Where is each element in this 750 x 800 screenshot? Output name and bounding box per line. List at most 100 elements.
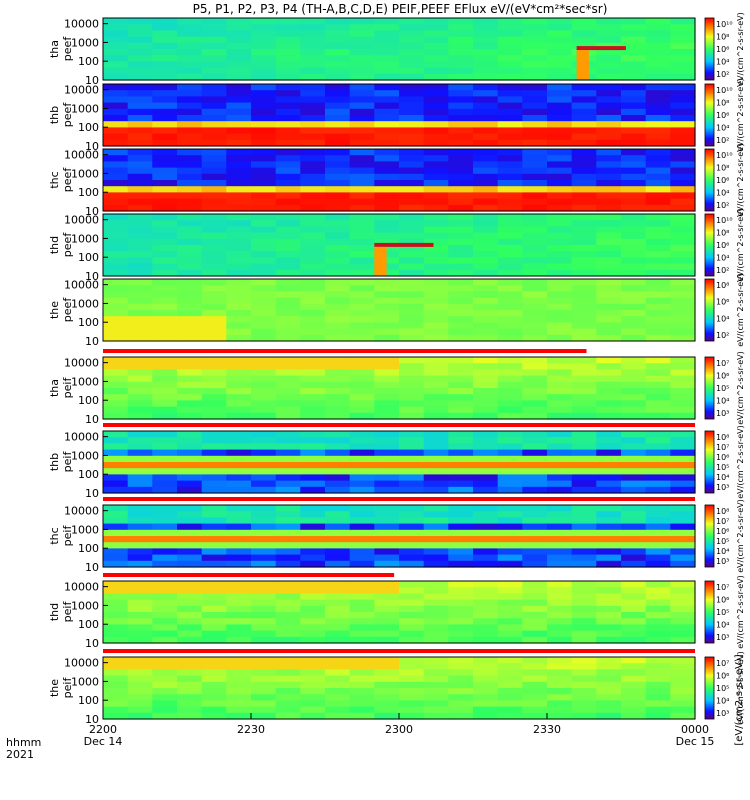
heatmap-cell bbox=[177, 198, 203, 206]
heatmap-cell bbox=[399, 161, 425, 169]
heatmap-cell bbox=[275, 96, 301, 104]
heatmap-cell bbox=[571, 180, 597, 187]
heatmap-cell bbox=[621, 186, 647, 193]
heatmap-cell bbox=[226, 529, 252, 537]
heatmap-cell bbox=[645, 30, 671, 38]
heatmap-cell bbox=[325, 303, 351, 311]
y-tick-label: 1000 bbox=[71, 449, 99, 462]
heatmap-cell bbox=[226, 24, 252, 31]
heatmap-cell bbox=[473, 257, 499, 265]
heatmap-cell bbox=[127, 486, 153, 494]
colorbar-tick-label: 10² bbox=[716, 331, 729, 340]
heatmap-cell bbox=[152, 443, 178, 451]
heatmap-cell bbox=[177, 291, 203, 299]
panel-frame bbox=[102, 504, 696, 568]
heatmap-cell bbox=[522, 593, 548, 601]
colorbar-unit-label: eV/(cm^2-s-sr-eV) bbox=[736, 12, 745, 85]
heatmap-cell bbox=[497, 663, 523, 670]
heatmap-cell bbox=[325, 388, 351, 395]
heatmap-cell bbox=[448, 192, 474, 200]
heatmap-cell bbox=[473, 121, 499, 128]
heatmap-cell bbox=[621, 49, 647, 56]
heatmap-cell bbox=[374, 375, 400, 383]
heatmap-cell bbox=[571, 127, 597, 135]
heatmap-cell bbox=[399, 542, 425, 549]
heatmap-cell bbox=[349, 517, 375, 525]
heatmap-cell bbox=[571, 155, 597, 162]
heatmap-cell bbox=[473, 581, 499, 588]
panel-ylabel: the bbox=[48, 301, 61, 319]
heatmap-cell bbox=[547, 548, 573, 556]
heatmap-cell bbox=[127, 474, 153, 482]
heatmap-cell bbox=[374, 437, 400, 444]
heatmap-cell bbox=[596, 96, 622, 104]
heatmap-cell bbox=[300, 394, 326, 401]
heatmap-cell bbox=[423, 73, 449, 81]
heatmap-cell bbox=[399, 257, 425, 265]
heatmap-cell bbox=[152, 245, 178, 252]
heatmap-cell bbox=[374, 49, 400, 56]
heatmap-cell bbox=[349, 115, 375, 122]
heatmap-cell bbox=[226, 706, 252, 714]
heatmap-cell bbox=[152, 455, 178, 463]
heatmap-cell bbox=[226, 73, 252, 81]
heatmap-cell bbox=[103, 381, 129, 389]
heatmap-cell bbox=[571, 400, 597, 408]
heatmap-cell bbox=[473, 186, 499, 193]
heatmap-cell bbox=[127, 257, 153, 265]
heatmap-cell bbox=[177, 263, 203, 271]
heatmap-cell bbox=[374, 36, 400, 44]
heatmap-cell bbox=[226, 612, 252, 619]
heatmap-cell bbox=[152, 127, 178, 135]
heatmap-cell bbox=[201, 694, 227, 701]
heatmap-cell bbox=[473, 706, 499, 714]
heatmap-cell bbox=[596, 388, 622, 395]
heatmap-cell bbox=[645, 437, 671, 444]
heatmap-cell bbox=[399, 599, 425, 607]
heatmap-cell bbox=[201, 542, 227, 549]
heatmap-cell bbox=[152, 102, 178, 110]
heatmap-cell bbox=[423, 251, 449, 258]
heatmap-cell bbox=[571, 486, 597, 494]
heatmap-cell bbox=[103, 548, 129, 556]
heatmap-cell bbox=[670, 474, 696, 482]
heatmap-cell bbox=[325, 161, 351, 169]
heatmap-cell bbox=[226, 548, 252, 556]
heatmap-cell bbox=[621, 712, 647, 720]
heatmap-cell bbox=[251, 322, 277, 330]
heatmap-cell bbox=[497, 700, 523, 708]
heatmap-cell bbox=[127, 269, 153, 277]
heatmap-cell bbox=[300, 291, 326, 299]
heatmap-cell bbox=[374, 394, 400, 401]
heatmap-cell bbox=[103, 269, 129, 277]
heatmap-cell bbox=[226, 42, 252, 50]
heatmap-cell bbox=[201, 599, 227, 607]
heatmap-cell bbox=[374, 180, 400, 187]
red-stripe bbox=[576, 46, 626, 51]
heatmap-cell bbox=[473, 173, 499, 181]
heatmap-cell bbox=[201, 581, 227, 588]
heatmap-cell bbox=[103, 55, 129, 62]
heatmap-cell bbox=[103, 115, 129, 122]
mode-bar bbox=[103, 497, 695, 501]
heatmap-cell bbox=[226, 291, 252, 299]
heatmap-cell bbox=[571, 624, 597, 632]
heatmap-cell bbox=[473, 381, 499, 389]
heatmap-cell bbox=[497, 375, 523, 383]
heatmap-cell bbox=[571, 291, 597, 299]
heatmap-cell bbox=[547, 328, 573, 336]
colorbar-tick-label: 10⁸ bbox=[716, 99, 729, 108]
heatmap-cell bbox=[103, 73, 129, 81]
heatmap-cell bbox=[670, 115, 696, 122]
heatmap-cell bbox=[448, 155, 474, 162]
heatmap-cell bbox=[177, 706, 203, 714]
heatmap-cell bbox=[152, 712, 178, 720]
heatmap-cell bbox=[473, 517, 499, 525]
heatmap-cell bbox=[226, 192, 252, 200]
heatmap-cell bbox=[645, 297, 671, 305]
heatmap-cell bbox=[177, 232, 203, 240]
heatmap-cell bbox=[374, 581, 400, 588]
heatmap-cell bbox=[374, 279, 400, 286]
heatmap-cell bbox=[325, 167, 351, 175]
